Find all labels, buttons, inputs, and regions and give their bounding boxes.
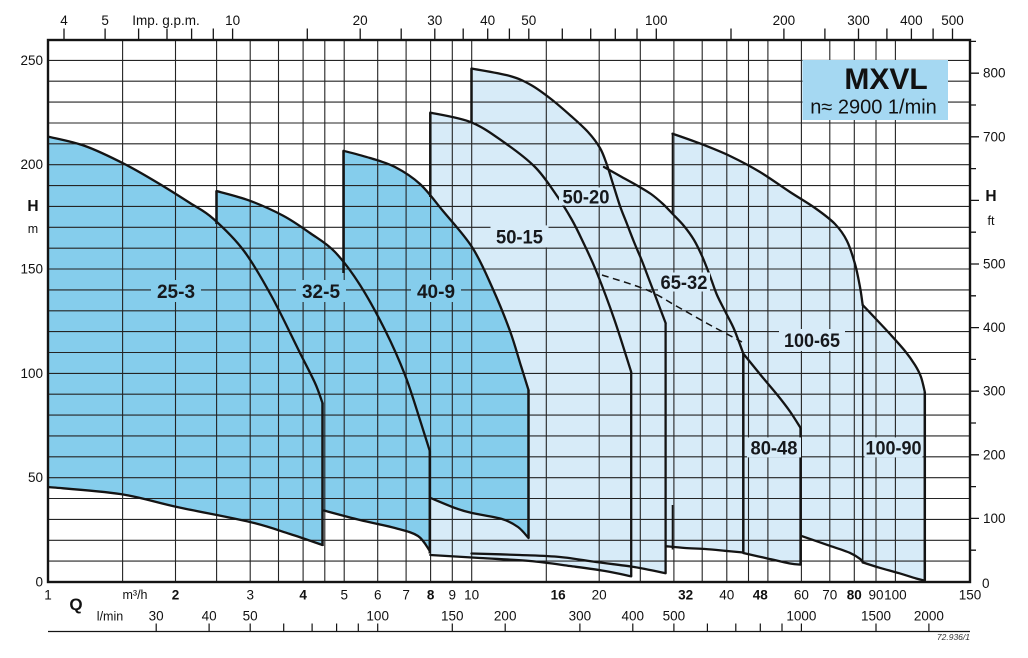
svg-text:1000: 1000 <box>786 609 816 624</box>
svg-text:150: 150 <box>20 262 43 277</box>
svg-text:8: 8 <box>427 588 435 603</box>
svg-text:25-3: 25-3 <box>157 282 195 303</box>
svg-text:50: 50 <box>521 13 536 28</box>
svg-text:20: 20 <box>592 588 607 603</box>
svg-text:H: H <box>27 198 38 215</box>
svg-text:50: 50 <box>243 609 258 624</box>
svg-text:Imp. g.p.m.: Imp. g.p.m. <box>132 13 200 28</box>
svg-text:9: 9 <box>449 588 457 603</box>
svg-text:1500: 1500 <box>861 609 891 624</box>
svg-text:30: 30 <box>427 13 442 28</box>
svg-text:MXVL: MXVL <box>844 63 927 96</box>
svg-text:4: 4 <box>60 13 68 28</box>
svg-text:n≈ 2900 1/min: n≈ 2900 1/min <box>810 97 937 119</box>
svg-text:100: 100 <box>366 609 389 624</box>
svg-text:800: 800 <box>983 66 1006 81</box>
svg-text:200: 200 <box>20 157 43 172</box>
svg-text:700: 700 <box>983 129 1006 144</box>
svg-text:250: 250 <box>20 53 43 68</box>
svg-text:300: 300 <box>847 13 870 28</box>
svg-text:150: 150 <box>959 588 982 603</box>
svg-text:1: 1 <box>44 588 52 603</box>
svg-text:50-15: 50-15 <box>496 227 543 248</box>
svg-text:50-20: 50-20 <box>563 188 610 209</box>
svg-text:10: 10 <box>464 588 479 603</box>
svg-text:40: 40 <box>480 13 495 28</box>
svg-text:5: 5 <box>101 13 109 28</box>
svg-text:2000: 2000 <box>914 609 944 624</box>
svg-text:500: 500 <box>983 257 1006 272</box>
svg-text:5: 5 <box>340 588 348 603</box>
svg-text:200: 200 <box>773 13 796 28</box>
svg-text:32-5: 32-5 <box>302 282 340 303</box>
svg-text:32: 32 <box>678 588 693 603</box>
svg-text:7: 7 <box>402 588 410 603</box>
svg-text:200: 200 <box>494 609 517 624</box>
svg-text:200: 200 <box>983 447 1006 462</box>
svg-text:H: H <box>985 188 996 205</box>
svg-text:80: 80 <box>847 588 862 603</box>
svg-text:400: 400 <box>622 609 645 624</box>
svg-text:ft: ft <box>988 214 995 228</box>
svg-text:100: 100 <box>983 511 1006 526</box>
svg-text:100-65: 100-65 <box>784 331 840 352</box>
svg-text:l/min: l/min <box>97 610 123 624</box>
svg-text:40: 40 <box>202 609 217 624</box>
svg-text:40: 40 <box>719 588 734 603</box>
svg-text:m: m <box>28 222 38 236</box>
svg-text:40-9: 40-9 <box>417 282 455 303</box>
svg-text:500: 500 <box>663 609 686 624</box>
svg-text:65-32: 65-32 <box>661 273 708 294</box>
svg-text:16: 16 <box>551 588 567 603</box>
svg-text:0: 0 <box>982 576 990 591</box>
svg-text:60: 60 <box>794 588 809 603</box>
svg-text:m³/h: m³/h <box>123 588 148 602</box>
svg-text:300: 300 <box>983 384 1006 399</box>
svg-text:Q: Q <box>69 595 82 614</box>
svg-text:400: 400 <box>900 13 923 28</box>
svg-text:20: 20 <box>353 13 368 28</box>
svg-text:48: 48 <box>753 588 769 603</box>
svg-text:30: 30 <box>149 609 164 624</box>
svg-text:70: 70 <box>822 588 837 603</box>
svg-text:0: 0 <box>35 575 43 590</box>
svg-text:10: 10 <box>225 13 240 28</box>
svg-text:100: 100 <box>20 366 43 381</box>
svg-text:6: 6 <box>374 588 382 603</box>
svg-text:400: 400 <box>983 320 1006 335</box>
svg-text:100: 100 <box>884 588 907 603</box>
svg-text:2: 2 <box>172 588 180 603</box>
svg-text:300: 300 <box>569 609 592 624</box>
svg-text:50: 50 <box>28 470 43 485</box>
svg-text:4: 4 <box>299 588 307 603</box>
svg-text:100: 100 <box>645 13 668 28</box>
svg-text:72.936/1: 72.936/1 <box>937 632 970 642</box>
svg-text:90: 90 <box>868 588 883 603</box>
svg-text:3: 3 <box>246 588 254 603</box>
svg-text:500: 500 <box>941 13 964 28</box>
svg-text:100-90: 100-90 <box>866 438 922 459</box>
svg-text:80-48: 80-48 <box>751 438 798 459</box>
svg-text:150: 150 <box>441 609 464 624</box>
